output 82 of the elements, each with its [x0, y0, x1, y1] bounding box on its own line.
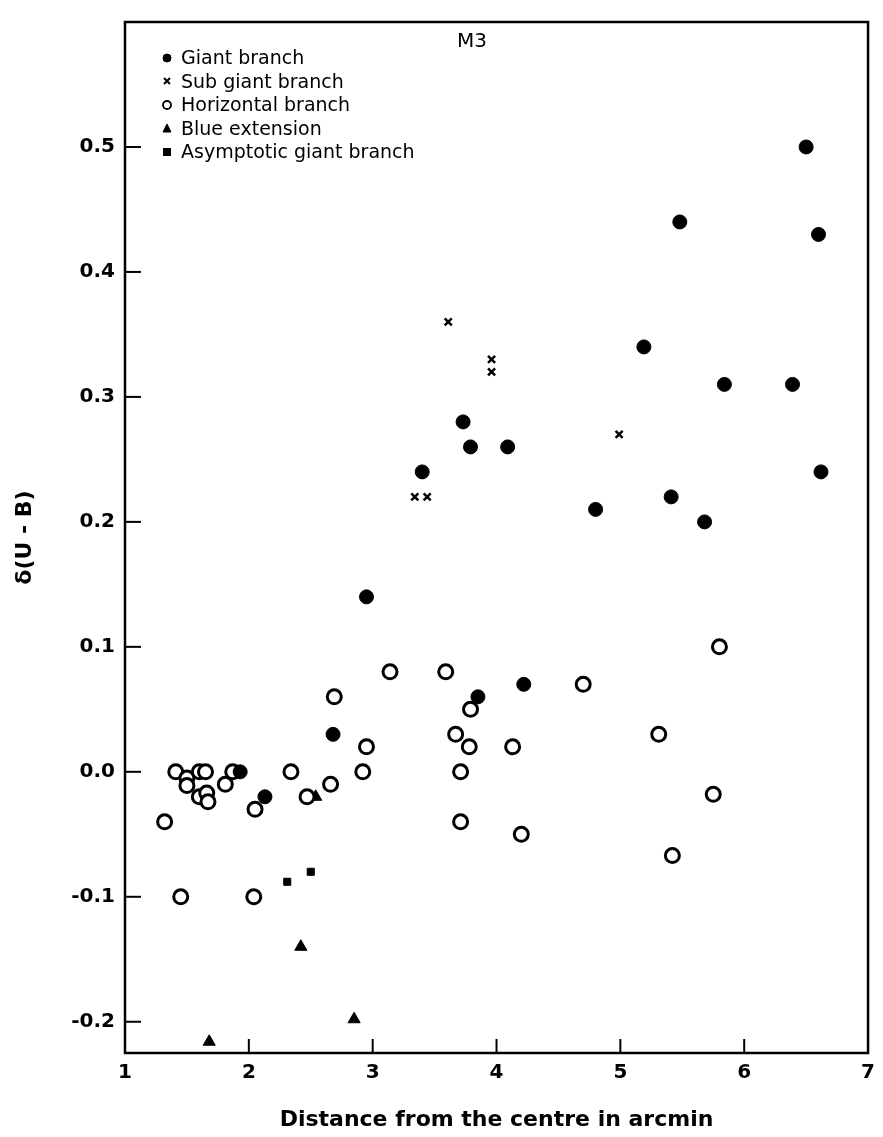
point [455, 414, 471, 430]
point [282, 763, 300, 781]
x-tick-label: 7 [861, 1059, 875, 1084]
point [463, 439, 479, 455]
x-tick-label: 3 [365, 1059, 380, 1084]
point [246, 800, 264, 818]
point [347, 1011, 361, 1024]
point [232, 764, 248, 780]
legend-label: Sub giant branch [181, 69, 344, 93]
y-tick-label: 0.0 [79, 758, 115, 783]
point [437, 663, 455, 681]
point [704, 785, 722, 803]
point [294, 939, 308, 951]
point [452, 813, 470, 831]
point [663, 489, 679, 505]
point [257, 789, 273, 805]
x-tick-label: 4 [489, 1059, 504, 1084]
point [156, 813, 174, 831]
point [357, 738, 375, 756]
point [500, 439, 516, 455]
x-tick-label: 6 [737, 1059, 752, 1084]
point [354, 763, 372, 781]
point [470, 689, 486, 705]
legend-label: Blue extension [181, 116, 322, 140]
point [716, 376, 732, 392]
point [202, 1034, 216, 1046]
point [422, 492, 432, 502]
point [358, 589, 374, 605]
point [650, 725, 668, 743]
point [283, 877, 292, 886]
point [216, 775, 234, 793]
chart-title: M3 [457, 28, 487, 53]
x-tick-label: 2 [241, 1059, 256, 1084]
point [172, 888, 190, 906]
point [178, 777, 196, 795]
point [798, 139, 814, 155]
point [813, 464, 829, 480]
legend-label: Horizontal branch [181, 93, 351, 117]
point [574, 675, 592, 693]
point [381, 663, 399, 681]
point [504, 738, 522, 756]
point [322, 775, 340, 793]
point [460, 738, 478, 756]
point [298, 788, 316, 806]
y-tick-label: 0.1 [79, 633, 115, 658]
point [710, 638, 728, 656]
point [697, 514, 713, 530]
y-tick-label: 0.3 [79, 383, 115, 408]
y-tick-label: 0.2 [79, 508, 115, 533]
point [636, 339, 652, 355]
point [325, 688, 343, 706]
x-tick-label: 1 [118, 1059, 132, 1084]
point [663, 847, 681, 865]
y-axis-title: δ(U - B) [10, 490, 36, 585]
point [443, 317, 454, 327]
point [614, 429, 624, 440]
point [462, 700, 480, 718]
x-axis-title: Distance from the centre in arcmin [279, 1105, 714, 1131]
point [197, 763, 214, 781]
point [486, 354, 497, 365]
point [447, 725, 465, 743]
point [785, 376, 800, 392]
point [516, 676, 532, 692]
point [325, 726, 341, 742]
point [245, 888, 263, 906]
y-tick-label: 0.5 [79, 133, 115, 158]
y-tick-label: -0.1 [71, 882, 115, 907]
point [672, 214, 688, 230]
y-tick-label: -0.2 [71, 1007, 115, 1032]
point [512, 825, 530, 843]
legend-label: Giant branch [181, 46, 305, 70]
point [199, 793, 217, 811]
point [414, 464, 430, 480]
point [588, 501, 604, 517]
point [410, 492, 420, 502]
legend-label: Asymptotic giant branch [181, 140, 415, 164]
point [452, 763, 470, 781]
y-tick-label: 0.4 [79, 258, 115, 283]
point [811, 226, 827, 242]
point [486, 367, 497, 377]
point [306, 867, 315, 876]
x-tick-label: 5 [613, 1059, 628, 1084]
